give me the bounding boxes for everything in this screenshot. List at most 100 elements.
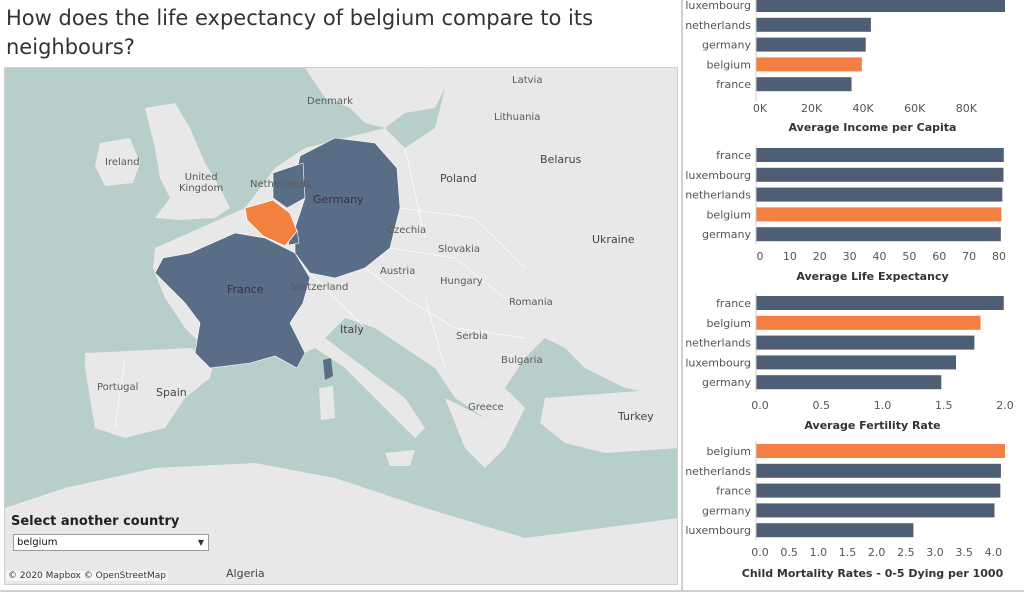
label-bulgaria: Bulgaria [501, 355, 543, 366]
bar-france [756, 77, 852, 92]
tick-label: 80 [992, 250, 1006, 263]
bar-germany [756, 37, 866, 52]
tick-label: 1.5 [935, 399, 953, 412]
bar-germany [756, 503, 995, 518]
label-ireland: Ireland [105, 157, 140, 168]
bar-netherlands [756, 335, 975, 350]
bar-netherlands [756, 187, 1003, 202]
tick-label: 70 [962, 250, 976, 263]
category-label-belgium: belgium [706, 445, 751, 458]
europe-map[interactable]: Latvia Denmark Lithuania Ireland United … [4, 67, 678, 585]
label-italy: Italy [340, 323, 364, 336]
tick-label: 0.5 [813, 399, 831, 412]
country-selector-label: Select another country [11, 514, 180, 529]
bar-france [756, 148, 1004, 162]
label-serbia: Serbia [456, 331, 488, 342]
label-belarus: Belarus [540, 153, 582, 166]
tick-label: 0.0 [751, 546, 769, 559]
label-denmark: Denmark [307, 96, 353, 107]
bar-france [756, 296, 1004, 310]
tick-label: 0.0 [751, 399, 769, 412]
category-label-belgium: belgium [706, 58, 751, 71]
category-label-netherlands: netherlands [685, 465, 751, 478]
tick-label: 30 [843, 250, 857, 263]
life-expectancy-chart: france luxembourg netherlands belgium german… [684, 143, 1022, 288]
tick-label: 3.5 [955, 546, 973, 559]
category-label-luxembourg: luxembourg [685, 169, 751, 182]
label-czechia: Czechia [387, 225, 427, 236]
axis-title: Average Life Expectancy [796, 270, 948, 283]
fertility-chart: france belgium netherlands luxembourg german… [684, 291, 1022, 436]
category-label-netherlands: netherlands [685, 337, 751, 350]
tick-label: 0.5 [780, 546, 798, 559]
category-label-luxembourg: luxembourg [685, 356, 751, 369]
bar-belgium [756, 57, 862, 72]
baltics-east-land [385, 68, 677, 308]
label-poland: Poland [440, 172, 477, 185]
country-borders [114, 147, 526, 429]
category-label-france: france [716, 78, 751, 91]
tick-label: 2.0 [868, 546, 886, 559]
tick-label: 10 [783, 250, 797, 263]
tick-label: 50 [902, 250, 916, 263]
sicily-land [385, 450, 415, 466]
tick-label: 2.0 [996, 399, 1014, 412]
iberia-land [85, 348, 215, 438]
axis-title: Average Fertility Rate [804, 419, 940, 432]
category-label-luxembourg: luxembourg [685, 524, 751, 537]
label-latvia: Latvia [512, 75, 543, 86]
label-slovakia: Slovakia [438, 244, 480, 255]
balkans-land [445, 388, 525, 468]
chart-svg: belgium netherlands france germany luxembour… [685, 441, 1005, 580]
category-label-belgium: belgium [706, 208, 751, 221]
category-label-netherlands: netherlands [685, 189, 751, 202]
label-turkey: Turkey [618, 410, 654, 423]
country-selector[interactable]: belgium ▼ [13, 534, 209, 551]
label-switzerland: Switzerland [290, 282, 349, 293]
chart-svg: france luxembourg netherlands belgium german… [685, 145, 1006, 283]
bar-france [756, 483, 1001, 498]
turkey-land [540, 388, 677, 453]
dropdown-arrow-icon[interactable]: ▼ [197, 538, 204, 547]
label-hungary: Hungary [440, 276, 483, 287]
ireland-land [95, 138, 140, 186]
sardinia-land [319, 386, 335, 420]
category-label-germany: germany [702, 376, 752, 389]
label-lithuania: Lithuania [494, 112, 541, 123]
bar-netherlands [756, 17, 871, 32]
tick-label: 0K [753, 102, 768, 115]
tick-label: 1.0 [874, 399, 892, 412]
bar-germany [756, 375, 942, 390]
belgium-shape [244, 199, 298, 247]
child-mortality-chart: belgium netherlands france germany luxembour… [684, 439, 1022, 584]
category-label-germany: germany [702, 39, 752, 52]
map-canvas [5, 68, 677, 584]
label-austria: Austria [380, 266, 416, 277]
bar-belgium [756, 444, 1005, 458]
axis-title: Average Income per Capita [789, 121, 957, 134]
page-title: How does the life expectancy of belgium … [6, 6, 594, 59]
tick-label: 60K [904, 102, 926, 115]
bar-luxembourg [756, 167, 1004, 182]
bar-luxembourg [756, 355, 956, 370]
category-label-belgium: belgium [706, 317, 751, 330]
north-africa-land [5, 463, 677, 584]
income-chart: luxembourg netherlands germany belgium franc… [684, 0, 1022, 140]
label-united-kingdom: United Kingdom [179, 172, 224, 194]
chart-svg: france belgium netherlands luxembourg german… [685, 293, 1014, 432]
map-attribution: © 2020 Mapbox © OpenStreetMap [6, 571, 168, 581]
axis-title: Child Mortality Rates - 0-5 Dying per 10… [742, 567, 1004, 580]
label-portugal: Portugal [97, 382, 139, 393]
bar-belgium [756, 315, 981, 330]
bar-luxembourg [756, 0, 1005, 12]
label-algeria: Algeria [226, 567, 265, 580]
label-romania: Romania [509, 297, 553, 308]
tick-label: 40K [853, 102, 875, 115]
tick-label: 20K [801, 102, 823, 115]
label-netherlands: Netherlands [250, 179, 311, 190]
bar-luxembourg [756, 523, 914, 538]
bottom-border [0, 590, 1024, 592]
label-france: France [227, 283, 264, 296]
category-label-france: france [716, 485, 751, 498]
tick-label: 80K [956, 102, 978, 115]
